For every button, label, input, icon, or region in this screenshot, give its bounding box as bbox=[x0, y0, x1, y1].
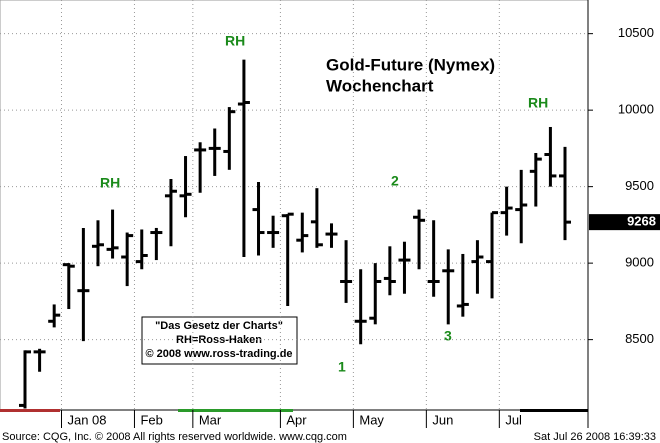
y-tick-label: 10500 bbox=[618, 25, 654, 40]
annotation: RH bbox=[100, 175, 120, 191]
annotation: 1 bbox=[338, 359, 346, 375]
note-box bbox=[141, 316, 298, 365]
timestamp: Sat Jul 26 2008 16:39:33 bbox=[534, 431, 656, 443]
x-tick-label: May bbox=[359, 412, 384, 427]
x-tick-label: Apr bbox=[286, 412, 307, 427]
x-tick-label: Jan 08 bbox=[67, 412, 106, 427]
last-price-box bbox=[589, 214, 660, 231]
annotation: RH bbox=[528, 95, 548, 111]
x-tick-label: Feb bbox=[140, 412, 162, 427]
x-tick-label: Jun bbox=[432, 412, 453, 427]
chart-title: Gold-Future (Nymex) bbox=[326, 55, 495, 74]
y-tick-label: 8500 bbox=[625, 331, 654, 346]
x-tick-label: Mar bbox=[199, 412, 222, 427]
note-text: © 2008 www.ross-trading.de bbox=[145, 348, 292, 360]
axis-strip bbox=[520, 409, 588, 412]
annotation: 2 bbox=[391, 173, 399, 189]
y-tick-label: 9000 bbox=[625, 255, 654, 270]
x-tick-label: Jul bbox=[505, 412, 522, 427]
note-text: "Das Gesetz der Charts" bbox=[155, 320, 283, 332]
axis-strip bbox=[178, 409, 293, 412]
axis-strip bbox=[0, 409, 60, 412]
y-tick-label: 9500 bbox=[625, 178, 654, 193]
note-text: RH=Ross-Haken bbox=[176, 334, 262, 346]
chart-subtitle: Wochenchart bbox=[326, 76, 434, 95]
annotation: RH bbox=[225, 33, 245, 49]
source: Source: CQG, Inc. © 2008 All rights rese… bbox=[2, 431, 347, 443]
annotation: 3 bbox=[444, 328, 452, 344]
y-tick-label: 10000 bbox=[618, 102, 654, 117]
last-price-label: 9268 bbox=[627, 214, 656, 229]
